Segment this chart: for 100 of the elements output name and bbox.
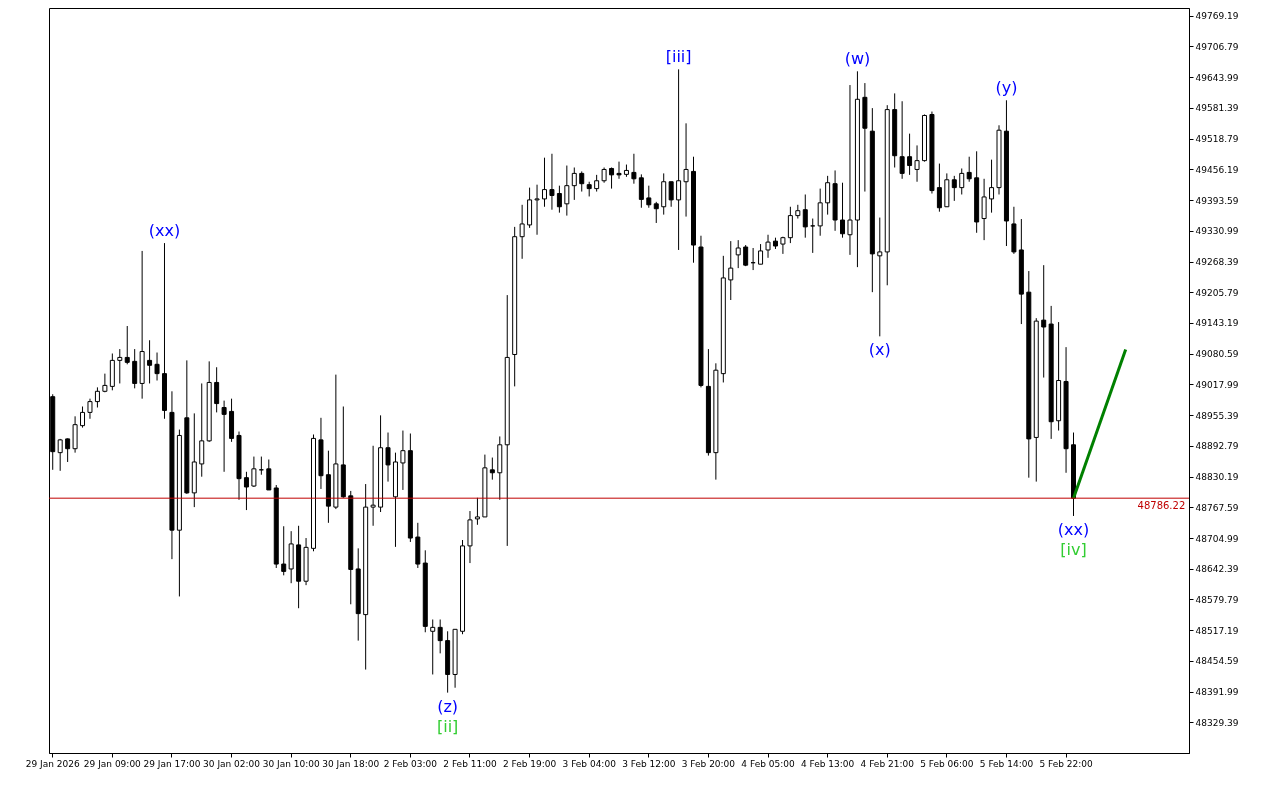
candlestick xyxy=(117,348,123,384)
candlestick xyxy=(907,133,913,176)
candlestick xyxy=(489,457,495,481)
candlestick xyxy=(638,173,644,209)
candlestick xyxy=(147,339,153,384)
x-tick-label: 30 Jan 10:00 xyxy=(262,758,320,769)
x-tick-label: 30 Jan 02:00 xyxy=(203,758,261,769)
annotation: (y) xyxy=(995,78,1018,98)
candlestick xyxy=(959,167,965,195)
y-tick-label: 48329.39 xyxy=(1195,717,1239,728)
y-tick-label: 48704.99 xyxy=(1195,533,1239,544)
y-tick-label: 48955.39 xyxy=(1195,410,1239,421)
candlestick xyxy=(400,430,406,491)
y-tick-label: 49205.79 xyxy=(1195,287,1239,298)
candlestick xyxy=(802,194,808,239)
y-tick-label: 48642.39 xyxy=(1195,564,1239,575)
annotation: (z) xyxy=(437,696,459,716)
candlestick xyxy=(214,366,220,413)
candlestick xyxy=(653,201,659,224)
x-tick-label: 4 Feb 21:00 xyxy=(860,758,915,769)
y-tick-label: 48892.79 xyxy=(1195,441,1239,452)
x-tick-label: 3 Feb 12:00 xyxy=(622,758,676,769)
x-tick-label: 3 Feb 20:00 xyxy=(681,758,736,769)
x-tick-label: 29 Jan 2026 xyxy=(25,758,80,769)
candlestick xyxy=(370,445,376,527)
y-tick-label: 49769.19 xyxy=(1195,11,1239,22)
candlestick xyxy=(564,165,570,217)
candlestick xyxy=(124,325,130,365)
candlestick xyxy=(534,184,540,236)
candlestick xyxy=(579,170,585,193)
candlestick xyxy=(765,234,771,259)
candlestick xyxy=(430,619,436,675)
candlestick xyxy=(899,100,905,180)
candlestick xyxy=(787,206,793,244)
x-tick-label: 4 Feb 13:00 xyxy=(800,758,855,769)
candlestick xyxy=(683,122,689,218)
y-tick-label: 49456.19 xyxy=(1195,164,1239,175)
candlestick xyxy=(474,497,480,526)
candlestick xyxy=(735,239,741,269)
candlestick xyxy=(825,175,831,216)
candlestick xyxy=(132,348,138,389)
y-tick-label: 49581.39 xyxy=(1195,103,1239,114)
candlestick xyxy=(981,178,987,241)
x-tick-label: 5 Feb 22:00 xyxy=(1039,758,1093,769)
candlestick xyxy=(780,236,786,255)
candlestick xyxy=(57,438,63,472)
y-tick-label: 49643.99 xyxy=(1195,72,1239,83)
candlestick xyxy=(549,153,555,211)
annotation: (w) xyxy=(844,49,871,69)
candlestick xyxy=(936,163,942,213)
y-tick-label: 48579.79 xyxy=(1195,594,1239,605)
candlestick xyxy=(847,84,853,256)
candlestick xyxy=(728,240,734,301)
annotation: [iv] xyxy=(1060,539,1087,559)
candlestick xyxy=(571,167,577,201)
candlestick xyxy=(676,68,682,251)
candlestick xyxy=(840,182,846,239)
x-tick-label: 3 Feb 04:00 xyxy=(562,758,617,769)
candlestick xyxy=(94,386,100,408)
x-tick-label: 2 Feb 11:00 xyxy=(443,758,497,769)
y-tick-label: 49268.39 xyxy=(1195,257,1239,268)
candlestick xyxy=(758,243,764,265)
y-tick-label: 48767.59 xyxy=(1195,502,1239,513)
y-tick-label: 49393.59 xyxy=(1195,195,1239,206)
y-tick-label: 49143.19 xyxy=(1195,318,1239,329)
candlestick xyxy=(437,619,443,654)
candlestick xyxy=(281,525,287,576)
candlestick xyxy=(87,398,93,420)
candlestick xyxy=(631,153,637,185)
annotation: (xx) xyxy=(1057,519,1090,539)
candlestick xyxy=(616,161,622,180)
x-tick-label: 30 Jan 18:00 xyxy=(322,758,380,769)
candlestick xyxy=(154,352,160,381)
x-tick-label: 2 Feb 03:00 xyxy=(383,758,438,769)
candlestick xyxy=(668,181,674,208)
annotation: [iii] xyxy=(665,47,692,67)
y-tick-label: 49017.99 xyxy=(1195,379,1239,390)
x-tick-label: 2 Feb 19:00 xyxy=(502,758,557,769)
annotation: (x) xyxy=(868,340,891,360)
candlestick xyxy=(1041,264,1047,379)
candlestick xyxy=(65,437,71,463)
candlestick xyxy=(877,217,883,337)
candlestick xyxy=(199,382,205,478)
candlestick xyxy=(243,471,249,511)
candlestick xyxy=(951,175,957,202)
candlestick xyxy=(519,204,525,260)
candlestick xyxy=(646,185,652,209)
y-tick-label: 49706.79 xyxy=(1195,41,1239,52)
ref-line-label: 48786.22 xyxy=(1137,500,1186,512)
candlestick xyxy=(385,432,391,483)
x-tick-label: 29 Jan 17:00 xyxy=(143,758,201,769)
x-tick-label: 5 Feb 06:00 xyxy=(920,758,974,769)
y-tick-label: 48830.19 xyxy=(1195,472,1239,483)
candlestick xyxy=(221,400,227,473)
y-tick-label: 49330.99 xyxy=(1195,226,1239,237)
x-tick-label: 5 Feb 14:00 xyxy=(979,758,1034,769)
annotation: [ii] xyxy=(436,716,459,736)
annotation: (xx) xyxy=(148,221,181,241)
y-tick-label: 49518.79 xyxy=(1195,134,1239,145)
candlestick xyxy=(80,406,86,429)
